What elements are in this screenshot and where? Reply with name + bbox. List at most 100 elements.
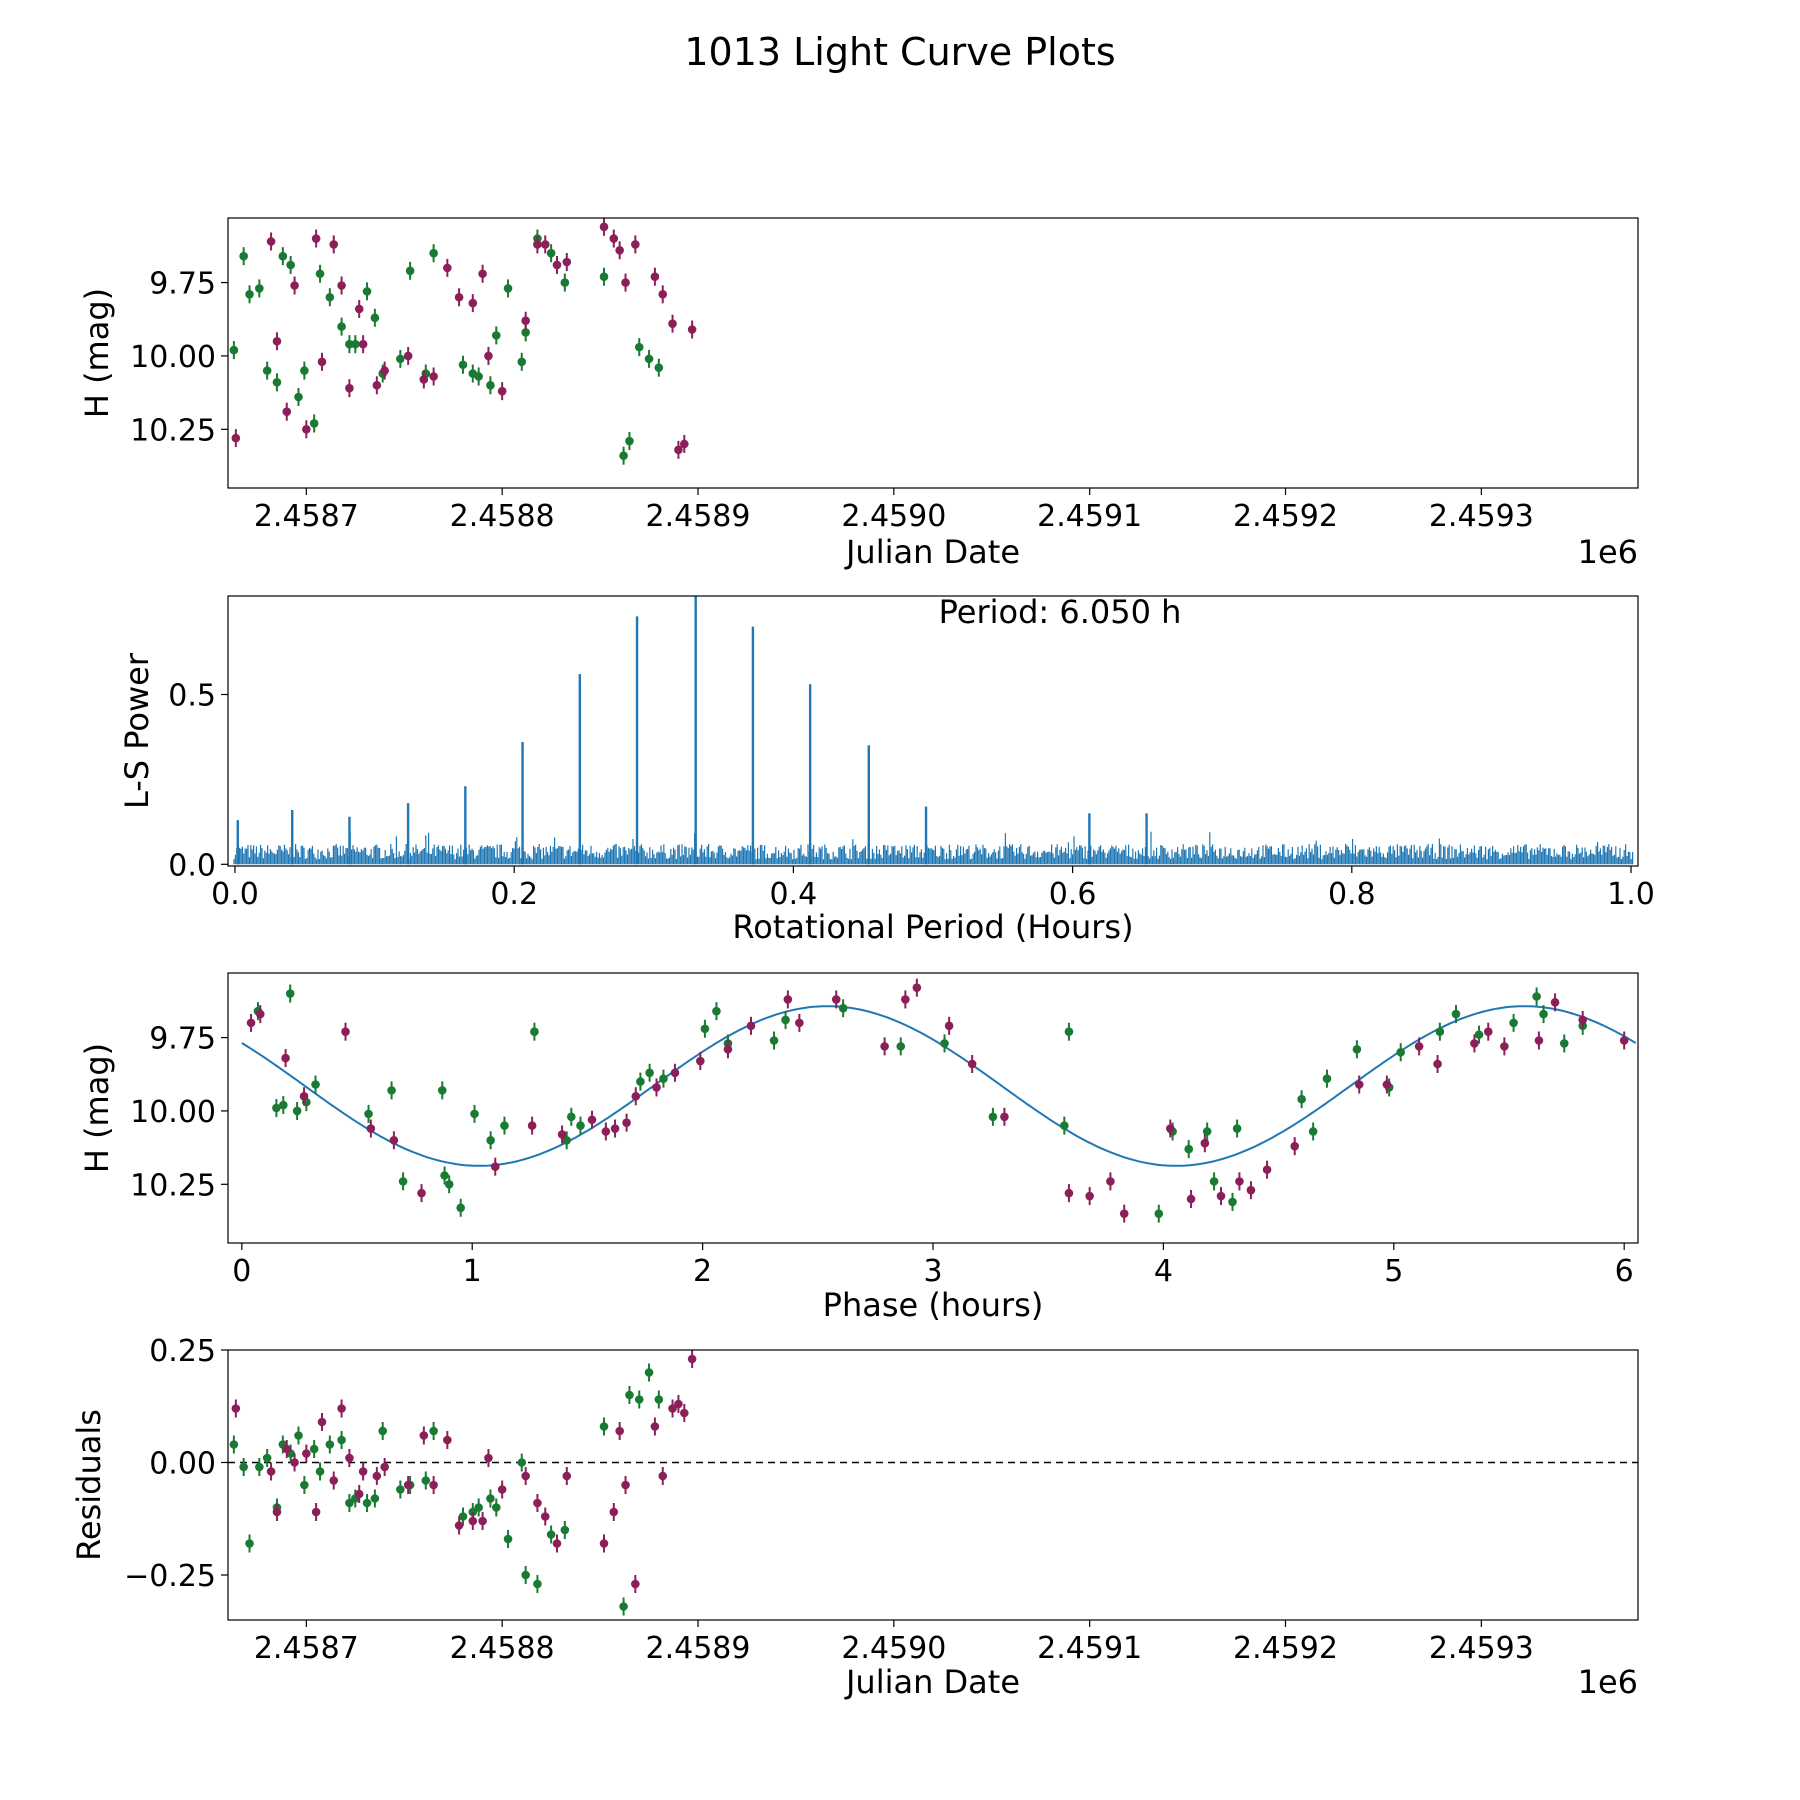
phased-ylabel: H (mag) [78, 1043, 116, 1173]
data-point [311, 1503, 321, 1521]
data-point [370, 1489, 380, 1508]
data-point [1235, 1172, 1244, 1191]
point-marker [345, 383, 354, 393]
point-marker [266, 1467, 276, 1476]
data-point [696, 1052, 705, 1071]
point-marker [405, 266, 415, 276]
periodogram-panel: 0.0 0.2 0.4 0.6 0.8 1.0 0.0 0.5 Period: 6.050 h… [118, 593, 1655, 946]
point-marker [478, 269, 487, 279]
data-point [329, 1471, 339, 1490]
data-point [309, 1440, 319, 1458]
data-point [282, 1440, 292, 1458]
point-marker [944, 1021, 954, 1031]
point-marker [599, 1422, 609, 1431]
point-marker [912, 983, 922, 992]
data-point [474, 1498, 483, 1517]
data-point [300, 361, 309, 380]
point-marker [484, 351, 493, 361]
data-point [1200, 1134, 1210, 1153]
point-marker [458, 360, 468, 370]
data-point [552, 255, 562, 274]
point-marker [311, 234, 321, 243]
data-point [967, 1054, 977, 1073]
point-marker [636, 1077, 645, 1086]
point-marker [1354, 1080, 1364, 1089]
point-marker [562, 1471, 572, 1481]
point-marker [345, 339, 354, 349]
point-marker [282, 407, 292, 416]
point-marker [1154, 1209, 1164, 1218]
point-marker [621, 278, 630, 287]
data-point [484, 346, 493, 365]
data-point [783, 990, 793, 1009]
point-marker [668, 319, 677, 328]
data-point [255, 1005, 265, 1024]
point-marker [712, 1006, 721, 1016]
point-marker [474, 372, 483, 381]
point-marker [429, 1480, 438, 1490]
point-marker [491, 1503, 501, 1512]
point-marker [540, 1512, 550, 1521]
point-marker [1106, 1177, 1115, 1186]
periodogram-xlabel: Rotational Period (Hours) [732, 908, 1133, 946]
point-marker [631, 1091, 641, 1101]
point-marker [896, 1042, 906, 1051]
data-point [654, 358, 664, 377]
data-point [454, 288, 464, 307]
data-point [419, 1426, 429, 1445]
x-tick-label: 0.0 [211, 877, 259, 912]
data-point [658, 285, 668, 304]
point-marker [290, 281, 299, 290]
lightcurve-marks [229, 218, 697, 465]
data-point [372, 376, 382, 395]
data-point [405, 261, 415, 280]
point-marker [540, 240, 550, 249]
data-point [497, 382, 507, 401]
data-point [300, 1476, 309, 1494]
point-marker [366, 1124, 376, 1133]
data-point [896, 1037, 906, 1056]
point-marker [621, 1480, 630, 1490]
data-point [1322, 1069, 1332, 1088]
data-point [566, 1107, 576, 1126]
point-marker [1619, 1036, 1629, 1045]
data-point [912, 978, 922, 997]
data-point [679, 1404, 689, 1422]
x-tick-label: 5 [1384, 1254, 1403, 1289]
residuals-axes-frame [227, 1349, 1639, 1621]
point-marker [1216, 1191, 1226, 1201]
point-marker [468, 1516, 478, 1526]
point-marker [378, 1426, 388, 1436]
point-marker [474, 1503, 483, 1512]
x-tick-label: 1 [463, 1254, 482, 1289]
data-point [387, 1081, 396, 1100]
residuals-xlabel: Julian Date [844, 1663, 1020, 1701]
data-point [1228, 1192, 1237, 1211]
data-point [521, 1566, 530, 1584]
point-marker [317, 1417, 327, 1427]
point-marker [272, 336, 282, 346]
data-point [1352, 1040, 1362, 1059]
point-marker [1235, 1177, 1244, 1186]
point-marker [299, 1091, 309, 1101]
data-point [599, 1534, 609, 1553]
point-marker [255, 284, 264, 293]
phased-axes-frame [227, 972, 1639, 1244]
point-marker [272, 1507, 282, 1517]
point-marker [266, 237, 276, 246]
point-marker [300, 366, 309, 375]
data-point [1232, 1119, 1242, 1138]
point-marker [387, 1086, 396, 1095]
data-point [540, 235, 550, 254]
data-point [245, 285, 254, 304]
data-point [281, 1049, 290, 1068]
x-tick-label: 2.4592 [1233, 499, 1338, 534]
point-marker [631, 1579, 640, 1589]
point-marker [650, 1422, 660, 1431]
point-marker [517, 1458, 527, 1467]
data-point [1119, 1204, 1129, 1223]
data-point [491, 326, 501, 345]
point-marker [838, 1003, 848, 1013]
data-point [437, 1081, 447, 1100]
data-point [636, 1072, 645, 1091]
